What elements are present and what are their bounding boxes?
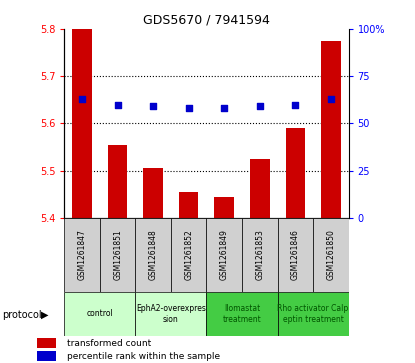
Bar (215, 197, 234, 218)
Point (256, 103, 263, 109)
Text: Rho activator Calp
eptin treatment: Rho activator Calp eptin treatment (278, 304, 349, 324)
Text: GSM1261853: GSM1261853 (255, 229, 264, 281)
Point (292, 102, 299, 107)
Text: GSM1261848: GSM1261848 (149, 230, 158, 280)
Point (150, 103, 156, 109)
Bar (72, 29, 92, 218)
Text: GSM1261852: GSM1261852 (184, 230, 193, 280)
Bar (286, 128, 305, 218)
Text: protocol: protocol (2, 310, 42, 320)
Text: GSM1261847: GSM1261847 (78, 229, 87, 281)
Point (327, 96, 334, 102)
Bar (144, 168, 163, 218)
Bar (321, 41, 341, 218)
Bar (278, 292, 349, 336)
Text: ▶: ▶ (41, 310, 48, 320)
Text: percentile rank within the sample: percentile rank within the sample (67, 352, 220, 361)
Bar (64, 218, 100, 292)
Point (186, 105, 192, 111)
Text: Ilomastat
treatment: Ilomastat treatment (222, 304, 261, 324)
Bar (108, 145, 127, 218)
Bar (179, 192, 198, 218)
Text: GSM1261850: GSM1261850 (326, 229, 335, 281)
Bar (37, 338, 56, 348)
Text: EphA2-overexpres
sion: EphA2-overexpres sion (136, 304, 206, 324)
Point (114, 102, 121, 107)
Bar (250, 159, 269, 218)
Text: GSM1261849: GSM1261849 (220, 229, 229, 281)
Bar (135, 218, 171, 292)
Bar (100, 218, 135, 292)
Bar (37, 351, 56, 361)
Point (221, 105, 227, 111)
Bar (135, 292, 207, 336)
Bar (242, 218, 278, 292)
Bar (207, 292, 278, 336)
Text: GSM1261851: GSM1261851 (113, 230, 122, 280)
Bar (313, 218, 349, 292)
Bar (171, 218, 207, 292)
Bar (278, 218, 313, 292)
Point (79, 96, 85, 102)
Title: GDS5670 / 7941594: GDS5670 / 7941594 (143, 13, 270, 26)
Bar (64, 292, 135, 336)
Text: transformed count: transformed count (67, 339, 151, 348)
Text: GSM1261846: GSM1261846 (291, 229, 300, 281)
Bar (207, 218, 242, 292)
Text: control: control (86, 310, 113, 318)
